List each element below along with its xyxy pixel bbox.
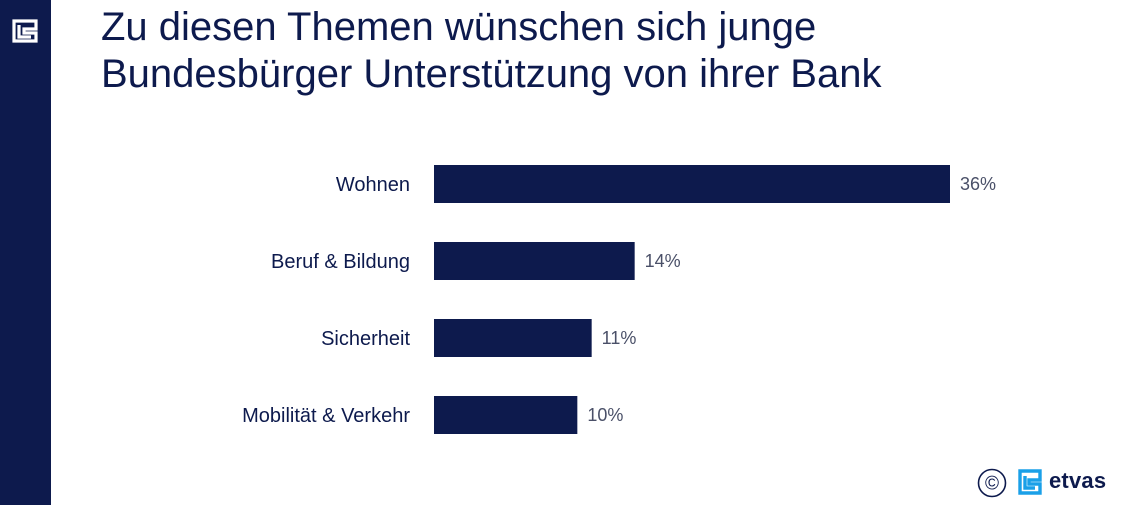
etvas-brand-icon [1018, 469, 1042, 495]
category-label-2: Sicherheit [321, 328, 410, 350]
bar-0 [434, 165, 950, 203]
value-label-1: 14% [645, 251, 681, 271]
etvas-logo-icon [12, 19, 38, 43]
category-label-1: Beruf & Bildung [271, 251, 410, 273]
bar-1 [434, 242, 635, 280]
copyright-icon: © [977, 468, 1007, 498]
bar-3 [434, 396, 578, 434]
value-label-2: 11% [602, 328, 637, 348]
category-label-0: Wohnen [336, 174, 410, 196]
value-label-0: 36% [960, 174, 996, 194]
category-label-3: Mobilität & Verkehr [242, 405, 410, 427]
bar-2 [434, 319, 592, 357]
sidebar-band [0, 0, 51, 505]
value-label-3: 10% [587, 405, 623, 425]
page-title: Zu diesen Themen wünschen sich junge Bun… [101, 4, 1101, 98]
title-line-2: Bundesbürger Unterstützung von ihrer Ban… [101, 52, 882, 96]
brand-name: etvas [1049, 468, 1107, 493]
copyright-symbol: © [985, 474, 999, 495]
title-line-1: Zu diesen Themen wünschen sich junge [101, 5, 817, 49]
